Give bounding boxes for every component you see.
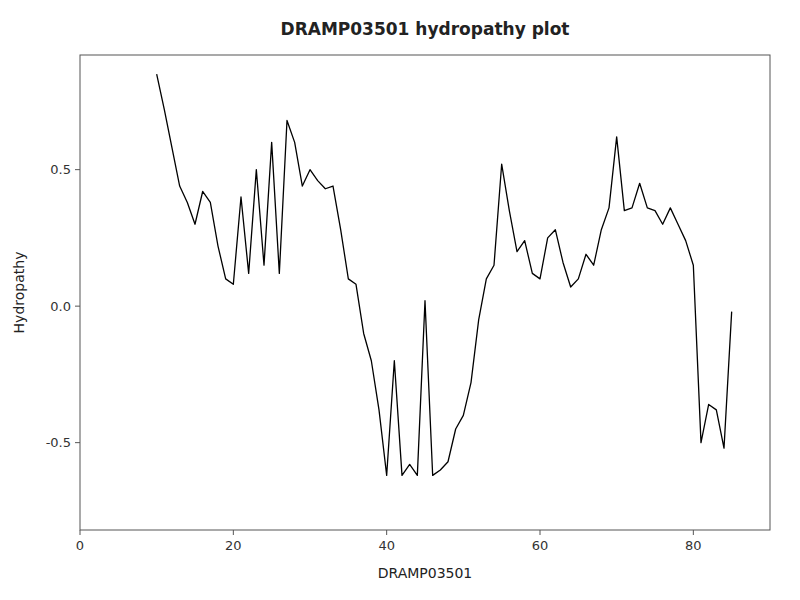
plot-frame — [80, 55, 770, 530]
x-tick-label: 40 — [378, 538, 395, 553]
x-axis-label: DRAMP03501 — [378, 565, 473, 581]
x-tick — [233, 530, 234, 535]
x-tick-label: 60 — [532, 538, 549, 553]
x-tick-label: 80 — [685, 538, 702, 553]
y-tick — [75, 306, 80, 307]
y-tick — [75, 169, 80, 170]
x-tick — [540, 530, 541, 535]
y-axis-label: Hydropathy — [11, 252, 27, 334]
y-tick-label: -0.5 — [46, 435, 71, 450]
x-tick — [386, 530, 387, 535]
x-tick-label: 20 — [225, 538, 242, 553]
x-tick — [80, 530, 81, 535]
axes: 0 20 40 60 80 -0.5 0.0 0.5 — [46, 55, 770, 553]
chart: 0 20 40 60 80 -0.5 0.0 0.5 DRAMP03501 hydropathy… — [0, 0, 800, 600]
data-line — [157, 74, 732, 475]
plot-background — [80, 55, 770, 530]
y-tick-label: 0.0 — [50, 299, 71, 314]
chart-title: DRAMP03501 hydropathy plot — [281, 19, 570, 39]
series — [157, 74, 732, 475]
y-tick — [75, 442, 80, 443]
x-tick-label: 0 — [76, 538, 84, 553]
x-tick — [693, 530, 694, 535]
y-tick-label: 0.5 — [50, 162, 71, 177]
